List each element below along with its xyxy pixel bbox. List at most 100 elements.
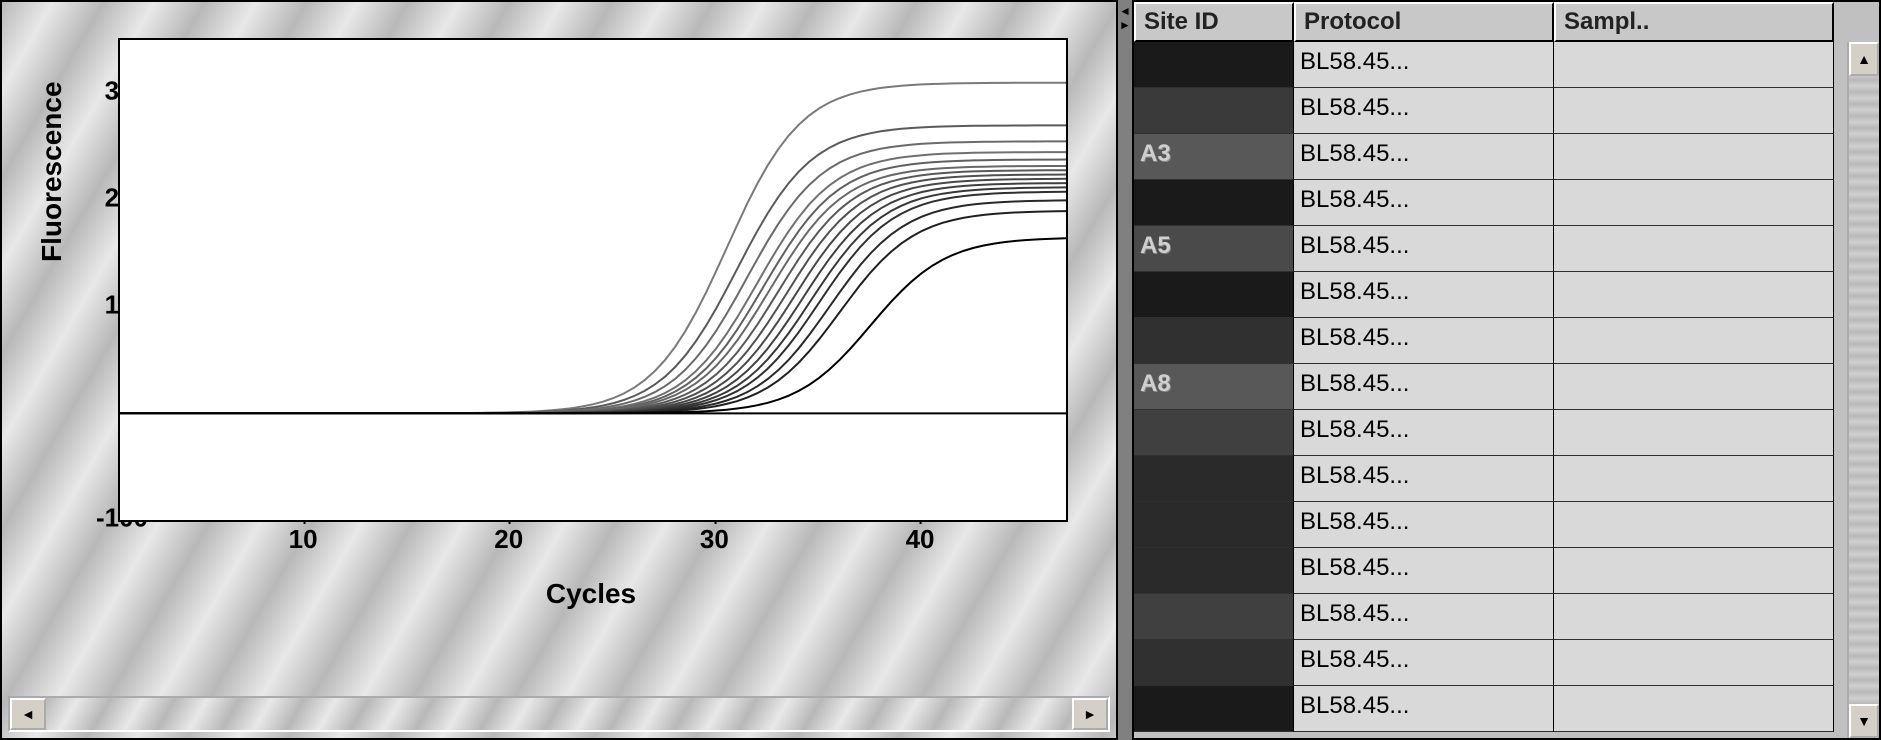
table-row[interactable]: BL58.45... (1134, 456, 1847, 502)
table-header: Site IDProtocolSampl.. (1134, 2, 1879, 42)
amplification-curve (120, 211, 1066, 413)
table-row[interactable]: A8BL58.45... (1134, 364, 1847, 410)
splitter-right-icon: ► (1118, 18, 1132, 32)
chevron-left-icon: ◄ (21, 706, 35, 722)
scroll-right-button[interactable]: ► (1072, 698, 1108, 730)
cell-site-id[interactable] (1134, 640, 1294, 686)
table-row[interactable]: A3BL58.45... (1134, 134, 1847, 180)
cell-site-id[interactable] (1134, 594, 1294, 640)
table-body-wrap: BL58.45...BL58.45...A3BL58.45...BL58.45.… (1134, 42, 1879, 738)
cell-protocol[interactable]: BL58.45... (1294, 364, 1554, 410)
cell-site-id[interactable] (1134, 548, 1294, 594)
scroll-left-button[interactable]: ◄ (10, 698, 46, 730)
column-header-protocol[interactable]: Protocol (1294, 2, 1554, 42)
cell-sample[interactable] (1554, 134, 1834, 180)
cell-site-id[interactable] (1134, 456, 1294, 502)
horizontal-scrollbar[interactable]: ◄ ► (8, 696, 1110, 732)
column-header-site[interactable]: Site ID (1134, 2, 1294, 42)
x-tick: 30 (700, 524, 729, 555)
table-row[interactable]: BL58.45... (1134, 318, 1847, 364)
table-row[interactable]: BL58.45... (1134, 410, 1847, 456)
cell-sample[interactable] (1554, 272, 1834, 318)
cell-sample[interactable] (1554, 364, 1834, 410)
cell-protocol[interactable]: BL58.45... (1294, 180, 1554, 226)
chart-frame: Fluorescence Cycles -1000100200300 10203… (18, 18, 1100, 678)
cell-sample[interactable] (1554, 88, 1834, 134)
amplification-curve (120, 238, 1066, 413)
table-row[interactable]: BL58.45... (1134, 88, 1847, 134)
cell-protocol[interactable]: BL58.45... (1294, 88, 1554, 134)
table-row[interactable]: A5BL58.45... (1134, 226, 1847, 272)
cell-sample[interactable] (1554, 226, 1834, 272)
cell-protocol[interactable]: BL58.45... (1294, 548, 1554, 594)
h-scroll-track[interactable] (46, 698, 1072, 730)
amplification-curve (120, 200, 1066, 413)
cell-protocol[interactable]: BL58.45... (1294, 272, 1554, 318)
splitter-left-icon: ◄ (1118, 4, 1132, 18)
cell-site-id[interactable] (1134, 42, 1294, 88)
cell-sample[interactable] (1554, 318, 1834, 364)
cell-protocol[interactable]: BL58.45... (1294, 410, 1554, 456)
table-row[interactable]: BL58.45... (1134, 42, 1847, 88)
table-row[interactable]: BL58.45... (1134, 272, 1847, 318)
column-header-sample[interactable]: Sampl.. (1554, 2, 1834, 42)
cell-protocol[interactable]: BL58.45... (1294, 226, 1554, 272)
plot-area[interactable] (118, 38, 1068, 522)
cell-protocol[interactable]: BL58.45... (1294, 594, 1554, 640)
cell-site-id[interactable]: A3 (1134, 134, 1294, 180)
table-row[interactable]: BL58.45... (1134, 640, 1847, 686)
table-pane: Site IDProtocolSampl.. BL58.45...BL58.45… (1132, 0, 1881, 740)
chevron-down-icon: ▼ (1857, 713, 1871, 729)
cell-sample[interactable] (1554, 502, 1834, 548)
amplification-curve (120, 179, 1066, 413)
amplification-curve (120, 192, 1066, 413)
cell-site-id[interactable] (1134, 318, 1294, 364)
table-row[interactable]: BL58.45... (1134, 548, 1847, 594)
cell-site-id[interactable] (1134, 88, 1294, 134)
chevron-right-icon: ► (1083, 706, 1097, 722)
chevron-up-icon: ▲ (1857, 51, 1871, 67)
cell-protocol[interactable]: BL58.45... (1294, 640, 1554, 686)
table-row[interactable]: BL58.45... (1134, 502, 1847, 548)
amplification-curve (120, 187, 1066, 413)
cell-protocol[interactable]: BL58.45... (1294, 42, 1554, 88)
table-row[interactable]: BL58.45... (1134, 180, 1847, 226)
x-axis-label: Cycles (118, 578, 1064, 610)
pane-splitter[interactable]: ◄ ► (1118, 0, 1132, 740)
y-axis-label: Fluorescence (36, 81, 68, 262)
table-row[interactable]: BL58.45... (1134, 594, 1847, 640)
amplification-curve (120, 83, 1066, 414)
cell-protocol[interactable]: BL58.45... (1294, 134, 1554, 180)
cell-sample[interactable] (1554, 686, 1834, 732)
cell-protocol[interactable]: BL58.45... (1294, 686, 1554, 732)
cell-site-id[interactable]: A8 (1134, 364, 1294, 410)
cell-sample[interactable] (1554, 594, 1834, 640)
cell-sample[interactable] (1554, 548, 1834, 594)
amplification-curves (120, 40, 1066, 520)
x-tick: 20 (494, 524, 523, 555)
cell-site-id[interactable] (1134, 502, 1294, 548)
amplification-curve (120, 183, 1066, 413)
v-scroll-track[interactable] (1849, 76, 1879, 704)
cell-sample[interactable] (1554, 42, 1834, 88)
table-body: BL58.45...BL58.45...A3BL58.45...BL58.45.… (1134, 42, 1847, 738)
amplification-curve (120, 141, 1066, 413)
amplification-curve (120, 170, 1066, 413)
cell-sample[interactable] (1554, 180, 1834, 226)
cell-sample[interactable] (1554, 456, 1834, 502)
table-row[interactable]: BL58.45... (1134, 686, 1847, 732)
scroll-down-button[interactable]: ▼ (1849, 704, 1879, 738)
cell-protocol[interactable]: BL58.45... (1294, 456, 1554, 502)
cell-site-id[interactable]: A5 (1134, 226, 1294, 272)
cell-sample[interactable] (1554, 640, 1834, 686)
cell-site-id[interactable] (1134, 180, 1294, 226)
cell-protocol[interactable]: BL58.45... (1294, 502, 1554, 548)
vertical-scrollbar[interactable]: ▲ ▼ (1847, 42, 1879, 738)
cell-site-id[interactable] (1134, 686, 1294, 732)
x-tick: 10 (289, 524, 318, 555)
cell-sample[interactable] (1554, 410, 1834, 456)
cell-site-id[interactable] (1134, 410, 1294, 456)
cell-protocol[interactable]: BL58.45... (1294, 318, 1554, 364)
scroll-up-button[interactable]: ▲ (1849, 42, 1879, 76)
cell-site-id[interactable] (1134, 272, 1294, 318)
